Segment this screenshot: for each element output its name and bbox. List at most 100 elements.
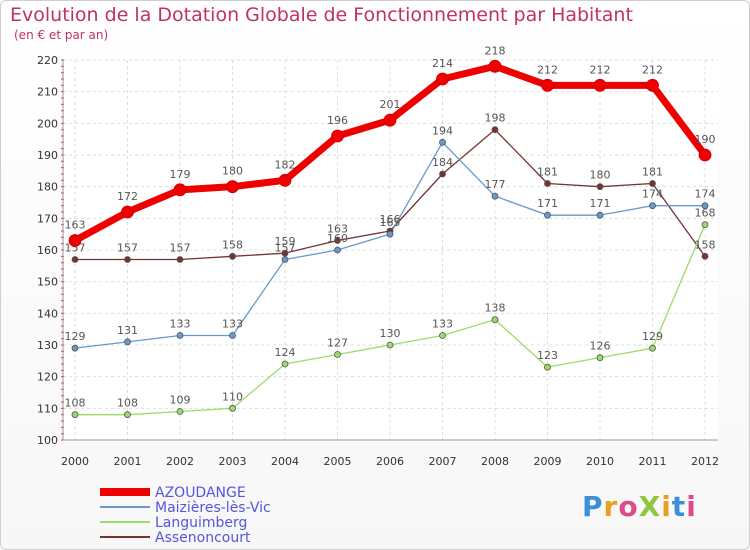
data-point: [649, 344, 656, 352]
data-point: [491, 192, 499, 200]
chart-subtitle: (en € et par an): [14, 28, 109, 42]
data-point: [278, 173, 292, 187]
data-point: [229, 332, 236, 339]
data-point: [491, 126, 499, 134]
data-point: [229, 252, 236, 260]
chart-title: Evolution de la Dotation Globale de Fonc…: [10, 4, 633, 26]
data-label: 181: [642, 166, 663, 179]
legend-label: AZOUDANGE: [155, 485, 246, 501]
data-point: [71, 344, 79, 352]
data-label: 160: [327, 232, 348, 245]
data-point: [386, 341, 394, 349]
data-point: [436, 72, 449, 86]
legend-label: Maizières-lès-Vic: [155, 500, 271, 516]
data-label: 194: [432, 124, 453, 137]
data-label: 138: [485, 302, 506, 315]
data-label: 168: [695, 207, 716, 220]
data-label: 124: [275, 346, 296, 359]
data-label: 163: [327, 223, 348, 236]
x-tick-label: 2006: [376, 455, 404, 468]
data-point: [176, 256, 184, 263]
data-point: [701, 221, 709, 229]
data-point: [701, 252, 709, 260]
y-tick-label: 130: [37, 339, 58, 352]
data-point: [124, 411, 131, 419]
y-tick-label: 120: [37, 371, 58, 384]
data-point: [331, 129, 344, 143]
y-tick-label: 180: [37, 181, 58, 194]
data-label: 108: [65, 397, 86, 410]
data-label: 177: [485, 178, 506, 191]
y-tick-label: 140: [37, 307, 58, 320]
data-point: [386, 230, 394, 238]
data-label: 212: [537, 63, 558, 76]
data-point: [229, 404, 236, 412]
data-point: [544, 211, 551, 219]
data-point: [701, 202, 709, 210]
data-label: 157: [65, 242, 86, 255]
data-label: 127: [327, 337, 348, 350]
data-label: 181: [537, 166, 558, 179]
data-point: [226, 180, 239, 194]
data-point: [334, 351, 341, 358]
data-point: [596, 354, 604, 362]
data-label: 166: [380, 213, 401, 226]
x-tick-label: 2005: [324, 455, 352, 468]
data-point: [541, 78, 554, 92]
data-label: 174: [695, 188, 716, 201]
x-tick-label: 2008: [481, 455, 509, 468]
data-label: 159: [275, 235, 296, 248]
data-point: [544, 363, 551, 371]
legend-label: Assenoncourt: [155, 530, 251, 546]
data-label: 126: [590, 340, 611, 353]
proxiti-logo: ProXiti: [582, 490, 697, 523]
x-tick-label: 2012: [691, 455, 719, 468]
data-label: 109: [170, 394, 191, 407]
data-label: 174: [642, 188, 663, 201]
data-point: [334, 237, 341, 244]
y-tick-label: 210: [37, 86, 58, 99]
data-label: 133: [170, 318, 191, 331]
data-point: [649, 180, 656, 187]
data-label: 171: [537, 197, 558, 210]
data-label: 158: [222, 238, 243, 251]
x-tick-label: 2011: [639, 455, 667, 468]
data-point: [698, 148, 712, 162]
data-label: 190: [695, 133, 716, 146]
y-tick-label: 170: [37, 212, 58, 225]
data-point: [596, 211, 604, 219]
data-label: 157: [170, 242, 191, 255]
data-label: 184: [432, 156, 453, 169]
data-point: [71, 411, 79, 419]
data-point: [596, 183, 604, 191]
data-label: 196: [327, 114, 348, 127]
data-point: [281, 256, 289, 263]
data-label: 133: [432, 318, 453, 331]
data-label: 129: [65, 330, 86, 343]
data-point: [488, 59, 502, 73]
x-tick-label: 2003: [219, 455, 247, 468]
data-label: 171: [590, 197, 611, 210]
data-point: [649, 202, 656, 210]
data-label: 165: [380, 216, 401, 229]
y-tick-label: 220: [37, 54, 58, 67]
data-label: 180: [590, 169, 611, 182]
data-label: 179: [170, 168, 191, 181]
data-point: [124, 256, 131, 263]
data-point: [176, 408, 184, 415]
data-label: 133: [222, 318, 243, 331]
data-label: 172: [117, 190, 138, 203]
data-label: 108: [117, 397, 138, 410]
data-point: [439, 170, 446, 178]
y-tick-label: 160: [37, 244, 58, 257]
x-tick-label: 2009: [534, 455, 562, 468]
data-label: 110: [222, 390, 243, 403]
y-tick-label: 150: [37, 276, 58, 289]
data-point: [544, 180, 551, 187]
y-tick-label: 100: [37, 434, 58, 447]
data-point: [176, 332, 184, 339]
y-tick-label: 190: [37, 149, 58, 162]
y-tick-label: 110: [37, 402, 58, 415]
x-tick-label: 2000: [61, 455, 89, 468]
